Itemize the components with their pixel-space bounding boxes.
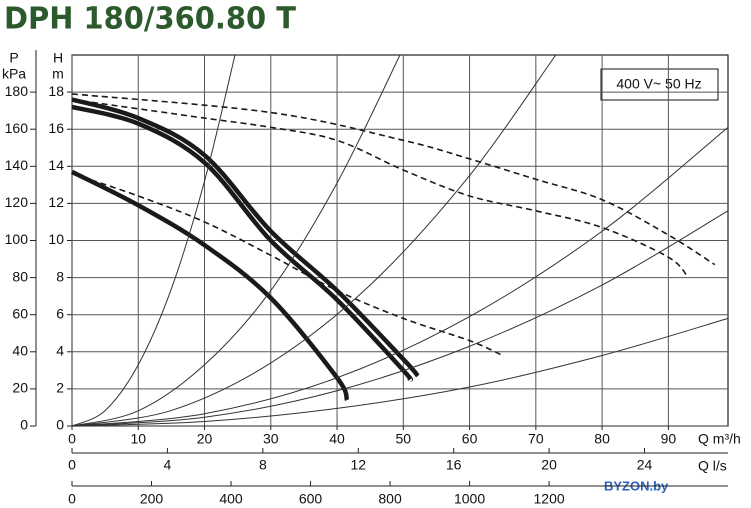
y2-tick-label: 140 <box>5 157 29 173</box>
thick-curve <box>70 169 350 401</box>
dashed-curve <box>71 98 689 279</box>
y-tick-label: 14 <box>48 157 64 173</box>
thin-curve <box>71 54 236 427</box>
y-tick-label: 6 <box>56 305 64 321</box>
y-unit: m <box>52 66 64 82</box>
annotation: 400 V~ 50 Hz <box>616 76 701 92</box>
x-tick-label: 60 <box>462 431 478 447</box>
x-tick-label: 50 <box>396 431 412 447</box>
x2-tick-label: 20 <box>541 457 557 473</box>
y-tick-label: 4 <box>56 343 64 359</box>
x3-tick-label: 800 <box>378 491 402 507</box>
y-tick-label: 10 <box>48 231 64 247</box>
x2-tick-label: 8 <box>259 457 267 473</box>
x-tick-label: 70 <box>528 431 544 447</box>
x-tick-label: 30 <box>263 431 279 447</box>
y-tick-label: 12 <box>48 194 64 210</box>
x-tick-label: 40 <box>329 431 345 447</box>
thin-curve <box>71 54 557 427</box>
x-tick-label: 90 <box>661 431 677 447</box>
annotation-box <box>600 68 719 101</box>
x3-tick-label: 1000 <box>454 491 485 507</box>
x-tick-label: 80 <box>594 431 610 447</box>
y2-unit: kPa <box>2 66 26 82</box>
y2-label: P <box>9 50 18 66</box>
y2-tick-label: 60 <box>12 305 28 321</box>
x3-tick-label: 200 <box>140 491 164 507</box>
x2-tick-label: 4 <box>164 457 172 473</box>
x-tick-label: 10 <box>130 431 146 447</box>
x2-tick-label: 0 <box>68 457 76 473</box>
y2-tick-label: 120 <box>5 194 29 210</box>
x3-tick-label: 400 <box>219 491 243 507</box>
x2-tick-label: 24 <box>637 457 653 473</box>
y2-tick-label: 100 <box>5 231 29 247</box>
dashed-curve <box>71 93 716 266</box>
y2-tick-label: 40 <box>12 343 28 359</box>
y-tick-label: 16 <box>48 120 64 136</box>
thin-curve <box>71 126 729 427</box>
x3-tick-label: 1200 <box>534 491 565 507</box>
y2-tick-label: 20 <box>12 380 28 396</box>
x2-tick-label: 12 <box>350 457 366 473</box>
x-label: Q m³/h <box>698 431 741 447</box>
y-tick-label: 2 <box>56 380 64 396</box>
y-tick-label: 18 <box>48 83 64 99</box>
x2-tick-label: 16 <box>446 457 462 473</box>
y2-tick-label: 180 <box>5 83 29 99</box>
y-tick-label: 0 <box>56 417 64 433</box>
x3-tick-label: 0 <box>68 491 76 507</box>
thin-curve <box>71 317 729 427</box>
chart-title: DPH 180/360.80 T <box>4 2 297 37</box>
x-tick-label: 20 <box>197 431 213 447</box>
y2-tick-label: 80 <box>12 268 28 284</box>
y2-tick-label: 160 <box>5 120 29 136</box>
thick-curve <box>71 104 414 382</box>
thick-curve <box>71 97 420 378</box>
dashed-curve <box>71 172 504 357</box>
thin-curve <box>71 210 729 427</box>
thin-curve <box>71 54 401 427</box>
y-tick-label: 8 <box>56 268 64 284</box>
y-label: H <box>53 50 63 66</box>
x-tick-label: 0 <box>68 431 76 447</box>
x2-label: Q l/s <box>698 458 727 474</box>
x3-tick-label: 600 <box>299 491 323 507</box>
y2-tick-label: 0 <box>20 417 28 433</box>
